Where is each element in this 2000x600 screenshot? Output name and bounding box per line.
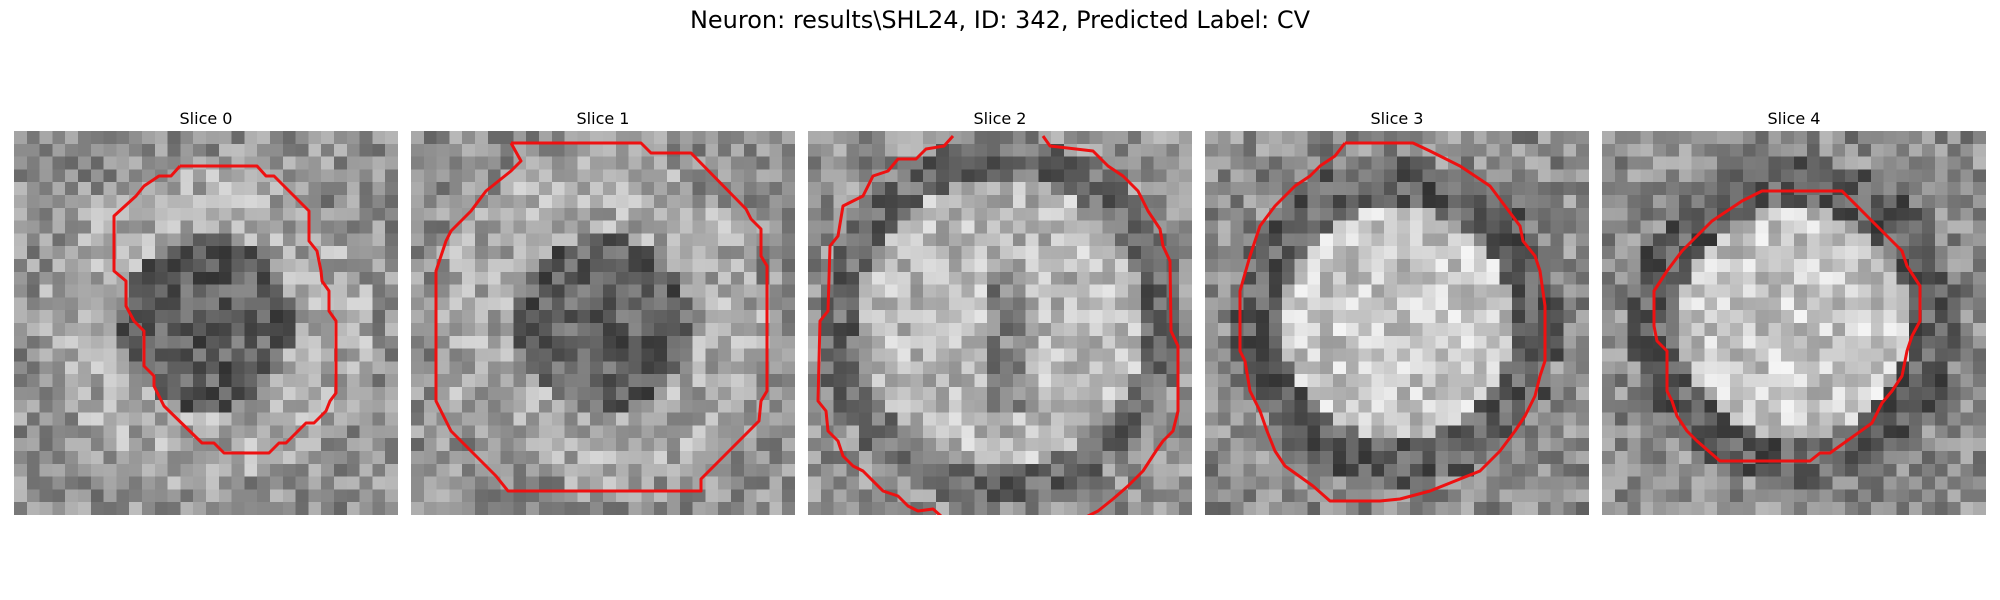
figure-title: Neuron: results\SHL24, ID: 342, Predicte… (689, 6, 1311, 34)
slice-title: Slice 0 (179, 109, 233, 128)
roi-contour (1238, 141, 1547, 503)
slice-title: Slice 2 (973, 109, 1027, 128)
slice-panel-3: Slice 3 (1205, 107, 1589, 515)
slice-panel-2: Slice 2 (808, 107, 1192, 515)
roi-contour (1652, 189, 1922, 463)
slice-image (808, 131, 1192, 515)
slice-title: Slice 3 (1370, 109, 1424, 128)
roi-contour (816, 134, 1180, 515)
slice-title: Slice 1 (576, 109, 630, 128)
slice-panel-0: Slice 0 (14, 107, 398, 515)
slice-panel-4: Slice 4 (1602, 107, 1986, 515)
slice-title: Slice 4 (1767, 109, 1821, 128)
slice-image (14, 131, 398, 515)
roi-contour (112, 164, 338, 455)
roi-contour (434, 141, 769, 493)
slice-panel-1: Slice 1 (411, 107, 795, 515)
slice-image (1602, 131, 1986, 515)
slice-image (1205, 131, 1589, 515)
